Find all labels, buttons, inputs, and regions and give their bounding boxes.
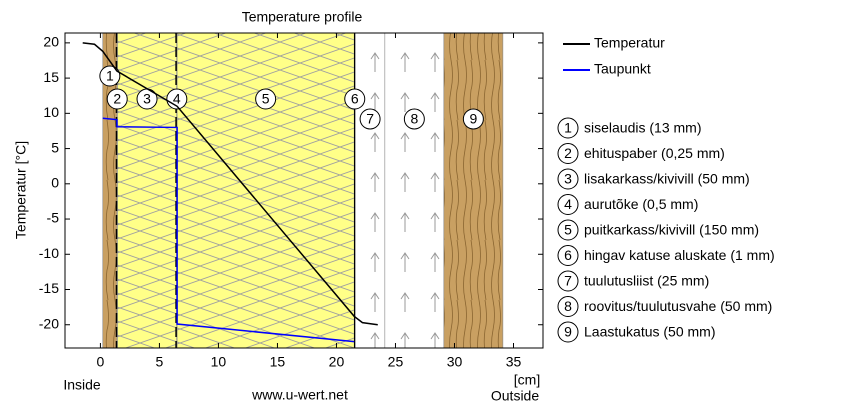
layer-badge — [462, 108, 484, 130]
layer-band — [443, 32, 504, 349]
layer-badge — [557, 296, 579, 317]
layer-badge — [557, 245, 579, 266]
x-tick-label: 30 — [447, 354, 463, 370]
layer-number: 7 — [366, 111, 374, 127]
layer-badge — [99, 65, 121, 87]
outside-label: Outside — [491, 388, 539, 404]
layer-badge — [359, 108, 381, 130]
layer-legend-label: ehituspaber (0,25 mm) — [584, 145, 725, 161]
y-tick-label: -20 — [39, 315, 59, 331]
layer-number: 5 — [262, 91, 270, 107]
layer-number: 2 — [113, 91, 121, 107]
legend-label: Taupunkt — [594, 61, 651, 77]
y-tick-label: 0 — [51, 175, 59, 191]
x-tick-label: 15 — [270, 354, 286, 370]
layer-number: 8 — [410, 111, 418, 127]
layer-legend-label: hingav katuse aluskate (1 mm) — [584, 247, 775, 263]
y-axis-label: Temperatur [°C] — [13, 141, 29, 239]
y-tick-label: 5 — [51, 139, 59, 155]
layer-badge — [106, 88, 128, 110]
layer-number: 8 — [564, 298, 572, 314]
layer-number: 4 — [173, 91, 181, 107]
layer-badge — [255, 88, 277, 110]
layer-legend-label: siselaudis (13 mm) — [584, 120, 701, 136]
x-tick-label: 35 — [506, 354, 522, 370]
layer-number: 3 — [143, 91, 151, 107]
x-tick-label: 20 — [329, 354, 345, 370]
layer-number: 9 — [564, 324, 572, 340]
layer-badge — [557, 143, 579, 164]
layer-badge — [557, 194, 579, 215]
layer-band — [355, 32, 386, 349]
layer-band — [176, 32, 355, 349]
y-tick-label: 20 — [43, 34, 59, 50]
layer-number: 6 — [351, 91, 359, 107]
x-tick-label: 5 — [156, 354, 164, 370]
x-tick-label: 25 — [388, 354, 404, 370]
layer-band — [384, 32, 445, 349]
layer-legend-label: tuulutusliist (25 mm) — [584, 273, 709, 289]
layer-badge — [557, 270, 579, 292]
y-tick-label: -5 — [47, 210, 60, 226]
source: www.u-wert.net — [251, 387, 348, 403]
layer-number: 3 — [564, 171, 572, 187]
layer-number: 1 — [106, 68, 114, 84]
layer-number: 2 — [564, 145, 572, 161]
y-tick-label: 15 — [43, 69, 59, 85]
chart-title: Temperature profile — [242, 9, 363, 25]
legend-label: Temperatur — [594, 35, 665, 51]
series-line — [82, 42, 378, 326]
layer-legend-label: roovitus/tuulutusvahe (50 mm) — [584, 298, 772, 314]
y-tick-label: 10 — [43, 104, 59, 120]
layer-band — [117, 32, 177, 349]
inside-label: Inside — [63, 377, 101, 393]
layer-legend-label: lisakarkass/kivivill (50 mm) — [584, 171, 750, 187]
layer-number: 4 — [564, 196, 572, 212]
x-tick-label: 0 — [97, 354, 105, 370]
layer-legend-label: puitkarkass/kivivill (150 mm) — [584, 222, 759, 238]
layer-legend-label: aurutõke (0,5 mm) — [584, 196, 698, 212]
layer-badge — [557, 117, 579, 139]
plot-frame — [64, 32, 544, 349]
x-unit: [cm] — [514, 372, 540, 388]
x-tick-label: 10 — [211, 354, 227, 370]
layer-badge — [557, 219, 579, 241]
layer-badge — [344, 88, 366, 110]
layer-number: 9 — [469, 111, 477, 127]
layer-badge — [403, 108, 425, 130]
layer-number: 7 — [564, 273, 572, 289]
layer-number: 5 — [564, 222, 572, 238]
y-tick-label: -15 — [39, 280, 59, 296]
layer-number: 6 — [564, 247, 572, 263]
y-tick-label: -10 — [39, 245, 59, 261]
series-line — [102, 117, 355, 343]
layer-badge — [557, 321, 579, 343]
layer-number: 1 — [564, 120, 572, 136]
layer-legend-label: Laastukatus (50 mm) — [584, 324, 716, 340]
layer-badge — [557, 168, 579, 190]
